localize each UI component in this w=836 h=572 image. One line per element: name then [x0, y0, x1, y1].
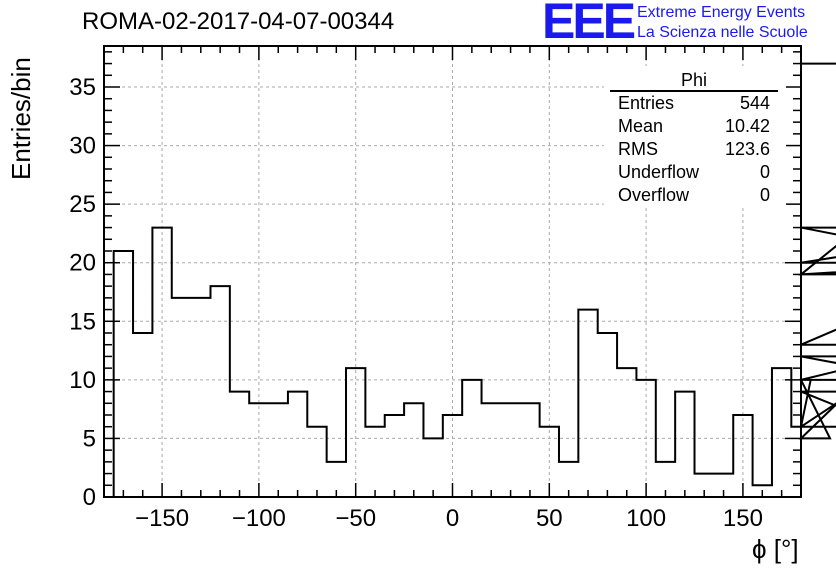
stats-value: 123.6	[724, 139, 770, 159]
y-tick-label: 35	[69, 74, 96, 101]
histogram-bin	[482, 403, 501, 497]
stats-value: 544	[739, 93, 770, 113]
histogram-bin	[598, 333, 617, 497]
chart-title: ROMA-02-2017-04-07-00344	[82, 8, 395, 35]
histogram-bin	[191, 298, 210, 497]
stats-row-entries: Entries 544	[610, 92, 778, 115]
x-tick-label: −100	[232, 505, 286, 532]
histogram-bin	[114, 251, 133, 497]
stats-label: RMS	[618, 139, 658, 159]
histogram-bin	[520, 403, 539, 497]
histogram-bin	[288, 392, 307, 497]
histogram-bin	[404, 403, 423, 497]
y-tick-label: 5	[83, 425, 96, 452]
histogram-bin	[772, 368, 791, 497]
stats-label: Underflow	[618, 162, 700, 182]
histogram-bin	[385, 415, 404, 497]
stats-label: Entries	[618, 93, 675, 113]
histogram-bin	[617, 368, 636, 497]
eee-logo: EEE	[542, 0, 636, 49]
y-tick-label: 0	[83, 484, 96, 511]
y-tick-label: 30	[69, 133, 96, 160]
histogram-bin	[269, 403, 288, 497]
x-axis-label: ϕ [°]	[752, 534, 799, 564]
stats-box: Phi Entries 544 Mean 10.42 RMS 123.6 Und…	[610, 70, 778, 207]
stats-box-title: Phi	[610, 70, 778, 92]
histogram-outline	[112, 62, 836, 497]
histogram-bin	[230, 392, 249, 497]
stats-label: Overflow	[618, 185, 690, 205]
histogram-bin	[578, 310, 597, 497]
y-tick-label: 25	[69, 191, 96, 218]
y-tick-label: 10	[69, 367, 96, 394]
histogram-bin	[307, 427, 326, 497]
stats-label: Mean	[618, 116, 664, 136]
histogram-bin	[675, 392, 694, 497]
histogram-bin	[365, 427, 384, 497]
logo-text-line2: La Scienza nelle Scuole	[637, 24, 808, 41]
stats-box-background	[604, 66, 786, 208]
x-tick-label: −50	[335, 505, 376, 532]
histogram-bin	[172, 298, 191, 497]
stats-value: 10.42	[724, 116, 770, 136]
histogram-bin	[423, 438, 442, 497]
histogram-bin	[133, 333, 152, 497]
x-tick-label: −150	[135, 505, 189, 532]
logo-text-line1: Extreme Energy Events	[637, 4, 806, 21]
y-tick-label: 15	[69, 308, 96, 335]
x-tick-label: 150	[723, 505, 763, 532]
y-axis-label: Entries/bin	[6, 57, 36, 180]
stats-row-overflow: Overflow 0	[610, 184, 778, 207]
stats-row-rms: RMS 123.6	[610, 138, 778, 161]
histogram-bin	[501, 403, 520, 497]
x-tick-label: 0	[446, 505, 459, 532]
stats-value: 0	[759, 162, 770, 182]
x-tick-label: 100	[626, 505, 666, 532]
x-tick-label: 50	[536, 505, 563, 532]
stats-row-mean: Mean 10.42	[610, 115, 778, 138]
y-tick-label: 20	[69, 250, 96, 277]
stats-row-underflow: Underflow 0	[610, 161, 778, 184]
histogram-bin	[210, 286, 229, 497]
stats-value: 0	[759, 185, 770, 205]
